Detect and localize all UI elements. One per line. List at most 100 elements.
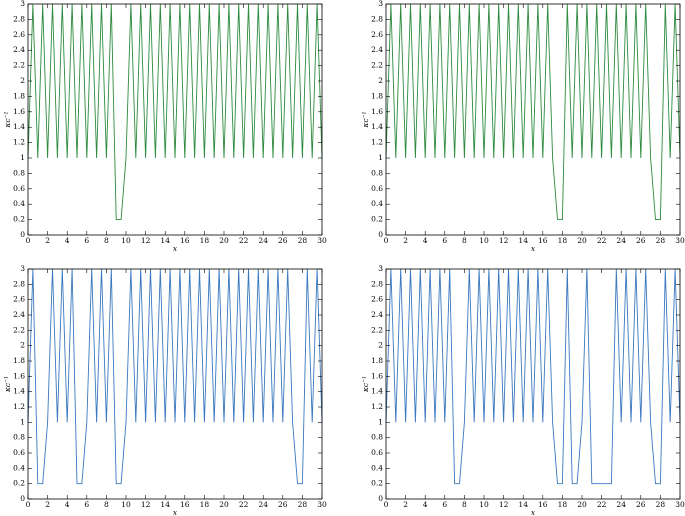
y-tick-label: 1.6 bbox=[371, 107, 383, 116]
y-tick-label: 2.4 bbox=[13, 310, 25, 319]
y-tick-label: 1.4 bbox=[371, 122, 383, 131]
y-tick-label: 1.4 bbox=[371, 387, 383, 396]
y-tick-label: 0.6 bbox=[13, 184, 25, 193]
line-series bbox=[27, 268, 323, 485]
plot-frame bbox=[385, 268, 681, 500]
x-tick-label: 6 bbox=[84, 500, 89, 509]
y-tick-label: 2.4 bbox=[371, 310, 383, 319]
subplot: 0 2 4 6 8 10 12 14 16 18 20 22 24 26 28 3000.20.40.60.8… bbox=[361, 0, 685, 253]
y-tick-label: 2.2 bbox=[13, 61, 25, 70]
y-tick-label: 2 bbox=[378, 76, 383, 85]
x-tick-label: 12 bbox=[499, 236, 509, 245]
x-tick-label: 26 bbox=[278, 500, 288, 509]
y-tick-label: 1.4 bbox=[13, 122, 25, 131]
y-tick-label: 1 bbox=[20, 417, 25, 426]
x-tick-label: 20 bbox=[577, 500, 587, 509]
x-tick-label: 6 bbox=[442, 236, 447, 245]
x-tick-label: 26 bbox=[636, 236, 646, 245]
y-axis-label: κc⁻¹ bbox=[361, 111, 370, 128]
subplot: 0 2 4 6 8 10 12 14 16 18 20 22 24 26 28 3000.20.40.60.8… bbox=[3, 0, 327, 253]
y-axis-label: κc⁻¹ bbox=[361, 376, 370, 393]
y-tick-label: 2.6 bbox=[371, 30, 383, 39]
x-tick-label: 28 bbox=[656, 500, 666, 509]
y-tick-label: 2.8 bbox=[13, 14, 25, 23]
subplot: 0 2 4 6 8 10 12 14 16 18 20 22 24 26 28 3000.20.40.60.8… bbox=[3, 264, 327, 516]
x-tick-label: 16 bbox=[180, 236, 190, 245]
x-tick-label: 0 bbox=[26, 236, 31, 245]
x-tick-label: 2 bbox=[403, 236, 408, 245]
x-tick-label: 10 bbox=[479, 500, 489, 509]
x-tick-label: 0 bbox=[26, 500, 31, 509]
y-tick-label: 0.4 bbox=[13, 199, 25, 208]
y-tick-label: 2.4 bbox=[13, 45, 25, 54]
x-tick-label: 22 bbox=[597, 236, 607, 245]
y-tick-label: 2.8 bbox=[371, 14, 383, 23]
y-tick-label: 3 bbox=[378, 264, 383, 273]
line-series bbox=[385, 3, 681, 221]
x-tick-label: 24 bbox=[616, 236, 626, 245]
x-tick-label: 6 bbox=[442, 500, 447, 509]
y-tick-label: 0.2 bbox=[13, 479, 25, 488]
x-tick-label: 12 bbox=[141, 500, 151, 509]
y-tick-label: 2.2 bbox=[371, 325, 383, 334]
x-tick-label: 28 bbox=[656, 236, 666, 245]
x-tick-label: 4 bbox=[423, 500, 428, 509]
y-tick-label: 1 bbox=[378, 417, 383, 426]
x-tick-label: 14 bbox=[160, 500, 170, 509]
x-tick-label: 10 bbox=[121, 500, 131, 509]
x-tick-label: 14 bbox=[160, 236, 170, 245]
y-tick-label: 0.6 bbox=[13, 448, 25, 457]
y-tick-label: 1.6 bbox=[13, 107, 25, 116]
y-tick-label: 1.8 bbox=[371, 91, 383, 100]
y-axis-label: κc⁻¹ bbox=[3, 376, 12, 393]
x-tick-label: 14 bbox=[518, 500, 528, 509]
x-tick-label: 8 bbox=[104, 236, 109, 245]
y-tick-label: 1.6 bbox=[371, 371, 383, 380]
x-tick-label: 28 bbox=[298, 500, 308, 509]
x-tick-label: 26 bbox=[278, 236, 288, 245]
y-tick-label: 1.8 bbox=[371, 356, 383, 365]
x-tick-label: 18 bbox=[200, 236, 210, 245]
line-series bbox=[385, 268, 681, 485]
y-tick-label: 1 bbox=[20, 153, 25, 162]
x-tick-label: 8 bbox=[462, 236, 467, 245]
y-tick-label: 1.4 bbox=[13, 387, 25, 396]
y-tick-label: 2.6 bbox=[371, 295, 383, 304]
x-tick-label: 4 bbox=[423, 236, 428, 245]
y-tick-label: 2.6 bbox=[13, 30, 25, 39]
x-tick-label: 12 bbox=[141, 236, 151, 245]
x-tick-label: 12 bbox=[499, 500, 509, 509]
x-tick-label: 16 bbox=[538, 236, 548, 245]
y-tick-label: 2.8 bbox=[13, 279, 25, 288]
x-axis-label: x bbox=[531, 508, 536, 516]
y-tick-label: 0.2 bbox=[371, 479, 383, 488]
y-tick-label: 1 bbox=[378, 153, 383, 162]
x-tick-label: 10 bbox=[479, 236, 489, 245]
y-tick-label: 3 bbox=[378, 0, 383, 8]
y-tick-label: 3 bbox=[20, 264, 25, 273]
x-tick-label: 0 bbox=[384, 236, 389, 245]
plot-frame bbox=[27, 3, 323, 236]
x-tick-label: 0 bbox=[384, 500, 389, 509]
x-tick-label: 8 bbox=[462, 500, 467, 509]
x-tick-label: 30 bbox=[675, 236, 685, 245]
y-tick-label: 0.6 bbox=[371, 184, 383, 193]
y-tick-label: 1.8 bbox=[13, 356, 25, 365]
x-tick-label: 20 bbox=[219, 236, 229, 245]
y-tick-label: 1.6 bbox=[13, 371, 25, 380]
y-tick-label: 2 bbox=[20, 76, 25, 85]
y-tick-label: 2.4 bbox=[371, 45, 383, 54]
x-tick-label: 18 bbox=[558, 236, 568, 245]
x-tick-label: 24 bbox=[258, 500, 268, 509]
y-tick-label: 0 bbox=[378, 494, 383, 503]
x-tick-label: 16 bbox=[538, 500, 548, 509]
x-tick-label: 10 bbox=[121, 236, 131, 245]
line-series bbox=[27, 3, 323, 221]
x-tick-label: 30 bbox=[317, 500, 327, 509]
plot-frame bbox=[27, 268, 323, 500]
y-tick-label: 1.2 bbox=[13, 138, 25, 147]
y-tick-label: 2.8 bbox=[371, 279, 383, 288]
y-tick-label: 0.8 bbox=[371, 433, 383, 442]
x-tick-label: 24 bbox=[616, 500, 626, 509]
